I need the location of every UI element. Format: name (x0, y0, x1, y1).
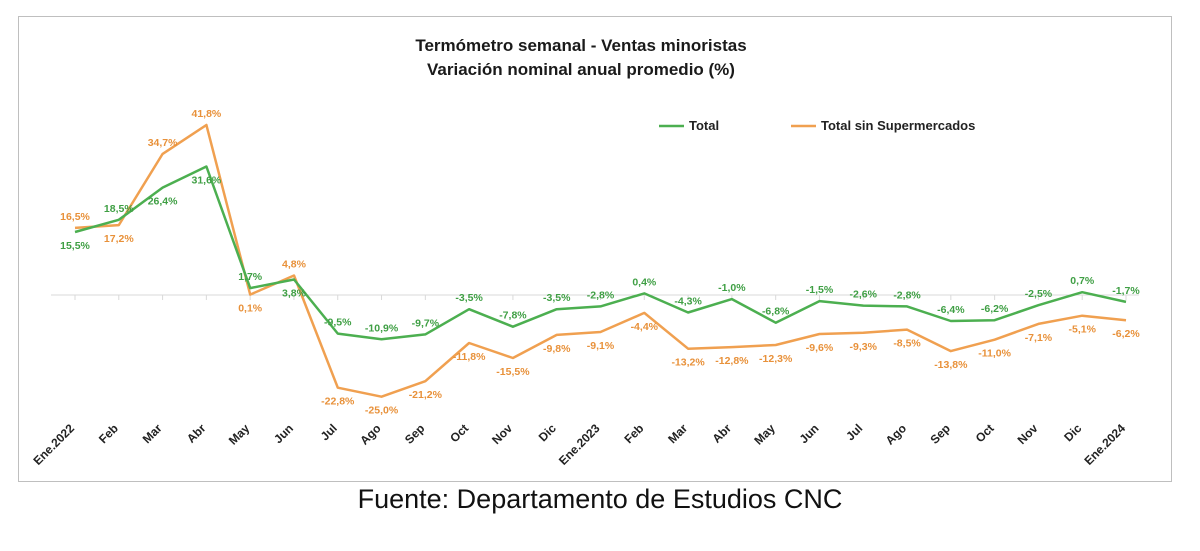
data-label-total: 31,6% (191, 174, 221, 186)
x-tick-label: Mar (665, 421, 690, 446)
data-label-total-sin-supermercados: -6,2% (1112, 328, 1140, 340)
x-tick-label: Sep (402, 421, 427, 446)
x-tick-label: Mar (140, 421, 165, 446)
data-label-total-sin-supermercados: 41,8% (191, 108, 221, 120)
data-label-total-sin-supermercados: -15,5% (496, 366, 530, 378)
x-tick-label: Nov (489, 421, 515, 447)
x-tick-label: Dic (1061, 421, 1084, 444)
legend: Total Total sin Supermercados (659, 118, 975, 133)
data-label-total: 15,5% (60, 240, 90, 252)
x-tick-label: Nov (1015, 421, 1041, 447)
chart-title: Termómetro semanal - Ventas minoristas (415, 36, 746, 55)
data-label-total: -6,2% (981, 303, 1009, 315)
chart-subtitle: Variación nominal anual promedio (%) (427, 60, 735, 79)
data-label-total-sin-supermercados: -13,8% (934, 359, 968, 371)
data-label-total-sin-supermercados: -12,8% (715, 355, 749, 367)
data-label-total-sin-supermercados: 34,7% (148, 137, 178, 149)
x-axis-ticks (74, 295, 1127, 300)
source-note: Fuente: Departamento de Estudios CNC (357, 484, 843, 514)
data-label-total: -9,5% (324, 317, 352, 329)
data-label-total-sin-supermercados: -11,0% (978, 348, 1011, 360)
data-label-total-sin-supermercados: -11,8% (453, 351, 486, 363)
x-tick-label: Jul (318, 421, 340, 443)
data-label-total-sin-supermercados: -7,1% (1025, 332, 1053, 344)
data-label-total: -2,8% (587, 289, 615, 301)
x-tick-label: Ago (883, 421, 909, 447)
data-label-total-sin-supermercados: -9,1% (587, 340, 615, 352)
x-tick-label: Ene.2022 (30, 421, 77, 468)
x-tick-label: May (226, 421, 253, 448)
data-label-total: -7,8% (499, 310, 527, 322)
x-tick-label: Abr (184, 421, 209, 446)
series-line-total-sin-supermercados (74, 123, 1127, 398)
data-label-total: -6,8% (762, 306, 790, 318)
data-label-total-sin-supermercados: 17,2% (104, 233, 134, 245)
legend-label-total-sin-supermercados: Total sin Supermercados (821, 118, 975, 133)
x-tick-label: Abr (709, 421, 734, 446)
data-label-total-sin-supermercados: 0,1% (238, 303, 263, 315)
data-label-total-sin-supermercados: -13,2% (671, 357, 705, 369)
data-label-total-sin-supermercados: 16,5% (60, 211, 90, 223)
data-label-total: -1,7% (1112, 285, 1140, 297)
data-label-total-sin-supermercados: -21,2% (409, 389, 443, 401)
data-label-total: -10,9% (365, 322, 399, 334)
x-tick-label: Ago (357, 421, 383, 447)
x-tick-label: May (751, 421, 778, 448)
x-axis-labels: Ene.2022 Feb Mar Abr May Jun Jul Ago Sep Oct Nov Di… (30, 421, 1128, 468)
data-label-total: -3,5% (543, 292, 571, 304)
data-label-total: 26,4% (148, 196, 178, 208)
x-tick-label: Ene.2023 (556, 421, 603, 468)
data-label-total-sin-supermercados: -9,6% (806, 342, 834, 354)
series-lines (74, 123, 1127, 398)
data-label-total-sin-supermercados: -12,3% (759, 353, 793, 365)
x-tick-label: Jun (797, 421, 822, 446)
data-label-total: -3,5% (455, 292, 483, 304)
data-label-total: 3,8% (282, 288, 307, 300)
line-chart: Termómetro semanal - Ventas minoristas V… (30, 36, 1140, 468)
data-label-total-sin-supermercados: -8,5% (893, 338, 921, 350)
data-label-total: -1,5% (806, 284, 834, 296)
data-label-total: 0,7% (1070, 275, 1095, 287)
data-labels: 15,5% 18,5% 26,4% 31,6% 1,7% 3,8% -9,5% -10,9% -… (60, 108, 1140, 417)
data-label-total: -2,6% (850, 289, 878, 301)
data-label-total-sin-supermercados: -22,8% (321, 396, 355, 408)
data-label-total-sin-supermercados: -9,8% (543, 343, 571, 355)
data-label-total-sin-supermercados: -25,0% (365, 405, 399, 417)
data-label-total: 0,4% (632, 276, 657, 288)
x-tick-label: Feb (621, 421, 646, 446)
data-label-total-sin-supermercados: -4,4% (631, 321, 659, 333)
x-tick-label: Oct (973, 421, 997, 445)
x-tick-label: Dic (536, 421, 559, 444)
x-tick-label: Sep (927, 421, 952, 446)
data-label-total: -2,8% (893, 289, 921, 301)
data-label-total: -9,7% (412, 317, 440, 329)
data-label-total: 1,7% (238, 271, 263, 283)
x-tick-label: Oct (447, 421, 471, 445)
data-label-total: -2,5% (1025, 288, 1053, 300)
x-tick-label: Jun (271, 421, 296, 446)
data-label-total: -6,4% (937, 304, 965, 316)
x-tick-label: Ene.2024 (1081, 421, 1128, 468)
data-label-total: -4,3% (674, 295, 702, 307)
data-label-total-sin-supermercados: 4,8% (282, 258, 307, 270)
chart-frame: Termómetro semanal - Ventas minoristas V… (18, 16, 1172, 482)
legend-label-total: Total (689, 118, 719, 133)
series-line-total (74, 165, 1127, 341)
x-tick-label: Feb (96, 421, 121, 446)
data-label-total: -1,0% (718, 282, 746, 294)
x-tick-label: Jul (843, 421, 865, 443)
data-label-total: 18,5% (104, 203, 134, 215)
data-label-total-sin-supermercados: -9,3% (850, 341, 878, 353)
data-label-total-sin-supermercados: -5,1% (1068, 324, 1096, 336)
